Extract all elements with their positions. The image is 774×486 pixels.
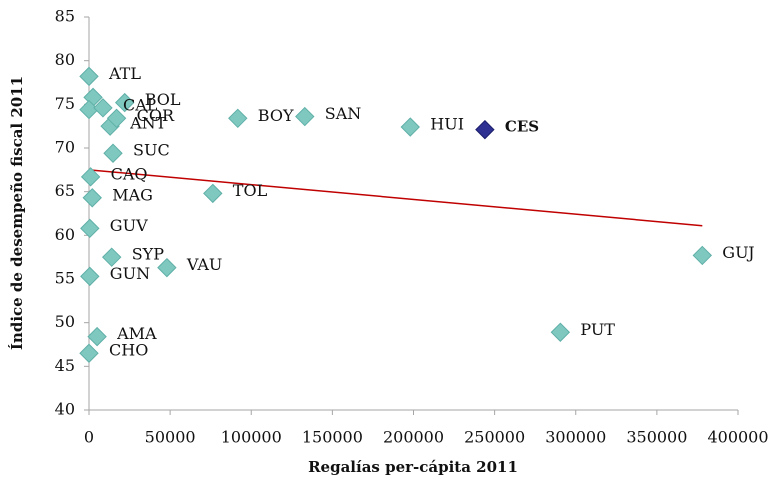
y-tick-label: 50: [55, 312, 75, 331]
point: [82, 188, 102, 208]
x-tick-label: 100000: [221, 428, 282, 447]
point: [114, 92, 135, 113]
point-label: CHO: [109, 341, 148, 360]
y-tick-label: 70: [55, 138, 75, 157]
point: [692, 245, 713, 266]
point: [79, 66, 99, 87]
point: [295, 106, 315, 127]
y-tick-label: 65: [55, 181, 75, 200]
point-label: CAQ: [111, 164, 148, 183]
point: [80, 167, 101, 187]
point: [475, 119, 495, 140]
x-tick-label: 400000: [707, 428, 768, 447]
trend-line: [88, 169, 703, 227]
point-label: MAG: [112, 185, 153, 204]
x-tick-label: 50000: [145, 428, 196, 447]
x-tick-label: 200000: [383, 428, 444, 447]
y-tick-label: 80: [55, 50, 75, 69]
x-tick-label: 150000: [302, 428, 363, 447]
point: [79, 343, 99, 363]
point-label: COR: [137, 106, 175, 125]
point: [106, 108, 127, 129]
y-tick-label: 45: [55, 356, 75, 375]
point-label: CAL: [123, 95, 158, 114]
point-label: ANT: [129, 114, 167, 133]
y-tick-label: 55: [55, 269, 75, 288]
y-axis-title: Índice de desempeño fiscal 2011: [8, 76, 26, 350]
x-tick-label: 300000: [545, 428, 606, 447]
point: [203, 183, 223, 204]
point: [80, 266, 100, 287]
y-tick-label: 75: [55, 94, 75, 113]
point: [102, 247, 122, 267]
point: [80, 218, 100, 239]
y-tick-label: 40: [55, 400, 75, 419]
point: [228, 108, 248, 129]
point-label: GUN: [110, 264, 150, 283]
point-label: SUC: [133, 141, 170, 160]
point: [400, 117, 420, 137]
point-label: AMA: [116, 324, 157, 343]
point-label: HUI: [430, 115, 464, 134]
point: [157, 257, 177, 278]
point-label: TOL: [233, 181, 268, 200]
point-label: CES: [505, 118, 539, 136]
point-label: SYP: [132, 245, 165, 264]
point-label: GUJ: [722, 243, 754, 262]
x-axis-title: Regalías per-cápita 2011: [308, 458, 518, 476]
y-tick-label: 85: [55, 7, 75, 26]
x-tick-label: 0: [84, 428, 94, 447]
x-tick-label: 350000: [626, 428, 687, 447]
point: [93, 98, 113, 118]
point-label: BOL: [145, 90, 181, 109]
y-tick-label: 60: [55, 225, 75, 244]
point-label: SAN: [325, 104, 362, 123]
point-label: PUT: [580, 320, 615, 339]
point: [87, 326, 107, 347]
point-label: BOY: [258, 106, 294, 125]
point: [550, 322, 571, 342]
point-label: GUV: [110, 216, 148, 235]
point-label: ATL: [108, 64, 141, 83]
point: [103, 143, 123, 163]
point-label: VAU: [186, 255, 223, 274]
x-tick-label: 250000: [464, 428, 525, 447]
